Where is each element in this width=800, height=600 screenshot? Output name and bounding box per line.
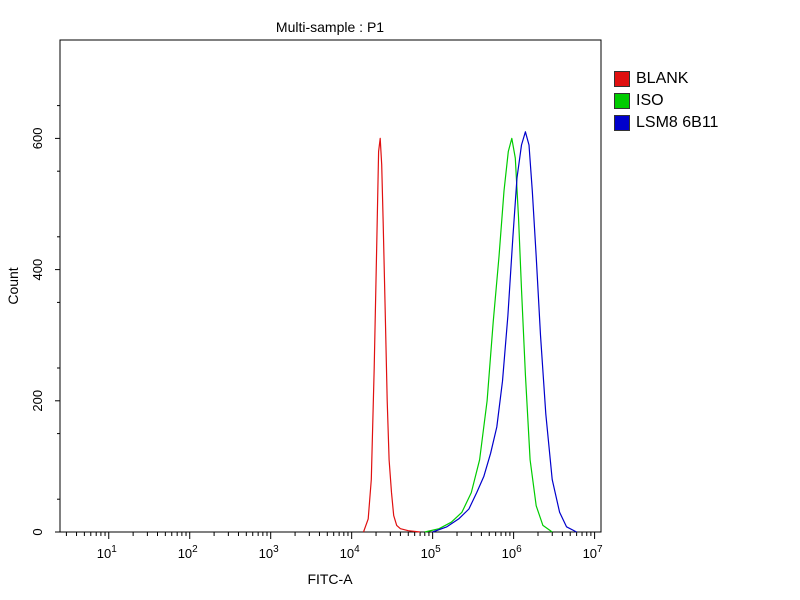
series-line-lsm8-6b11	[432, 131, 577, 533]
chart-title: Multi-sample : P1	[276, 19, 384, 35]
legend-swatch-iso	[614, 93, 630, 109]
x-axis-label: FITC-A	[307, 571, 353, 587]
series-line-blank	[362, 137, 421, 533]
x-tick-label: 105	[421, 544, 441, 561]
y-axis: 0 200 400 600	[30, 105, 60, 536]
x-tick-label: 106	[502, 544, 522, 561]
x-tick-label: 104	[340, 544, 360, 561]
legend-item-blank: BLANK	[614, 68, 718, 90]
y-tick-label: 200	[30, 390, 45, 412]
y-axis-label: Count	[5, 267, 21, 304]
x-tick-label: 102	[178, 544, 198, 561]
plot-frame	[59, 39, 602, 533]
legend-label-blank: BLANK	[636, 70, 689, 87]
legend-swatch-lsm8	[614, 115, 630, 131]
series-layer	[362, 131, 577, 533]
y-tick-label: 600	[30, 128, 45, 150]
x-tick-label: 107	[583, 544, 603, 561]
x-axis: 101 102 103 104 105 106 107	[65, 532, 603, 561]
legend-item-iso: ISO	[614, 90, 718, 112]
x-tick-label: 103	[259, 544, 279, 561]
legend: BLANK ISO LSM8 6B11	[614, 68, 718, 134]
legend-label-iso: ISO	[636, 92, 664, 109]
series-line-iso	[424, 137, 553, 533]
legend-item-lsm8: LSM8 6B11	[614, 112, 718, 134]
legend-swatch-blank	[614, 71, 630, 87]
legend-label-lsm8: LSM8 6B11	[636, 114, 719, 131]
y-tick-label: 400	[30, 259, 45, 281]
x-tick-label: 101	[97, 544, 117, 561]
y-tick-label: 0	[30, 528, 45, 535]
